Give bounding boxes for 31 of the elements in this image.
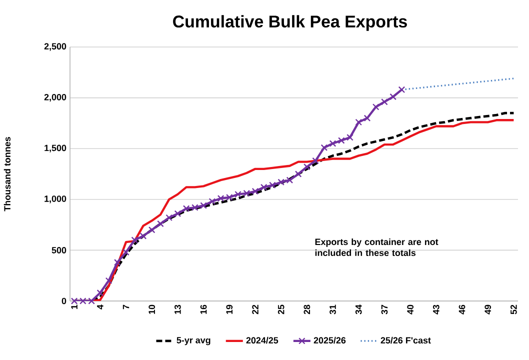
- x-tick-label: 43: [432, 304, 440, 314]
- legend-label: 25/26 F'cast: [380, 336, 431, 344]
- x-tick-label: 46: [458, 304, 466, 314]
- x-tick-label: 19: [226, 304, 233, 314]
- x-tick-label: 28: [304, 304, 310, 314]
- x-tick-label: 16: [200, 304, 207, 314]
- y-tick-label: 2,500: [44, 43, 66, 51]
- x-tick-label: 49: [484, 304, 492, 314]
- y-axis-title: Thousand tonnes: [4, 137, 10, 212]
- x-tick-label: 52: [510, 304, 517, 314]
- x-tick-label: 25: [278, 304, 284, 314]
- x-tick-label: 22: [252, 304, 258, 314]
- legend-label: 2025/26: [314, 336, 346, 344]
- y-tick-label: 1,000: [44, 196, 66, 204]
- x-tick-label: 7: [122, 304, 130, 310]
- x-tick-label: 31: [330, 304, 336, 314]
- x-tick-label: 40: [407, 304, 414, 314]
- y-tick-label: 500: [52, 247, 66, 254]
- x-tick-label: 10: [148, 304, 156, 314]
- y-tick-label: 1,500: [44, 144, 66, 152]
- x-tick-label: 34: [355, 304, 362, 314]
- x-tick-label: 4: [97, 304, 104, 310]
- x-tick-label: 37: [381, 304, 388, 314]
- legend-label: 2024/25: [246, 336, 278, 344]
- y-tick-label: 0: [62, 298, 66, 304]
- x-tick-label: 13: [174, 304, 181, 314]
- x-tick-label: 1: [71, 304, 78, 309]
- y-tick-label: 2,000: [44, 94, 66, 102]
- annotation: Exports by container are not included in these totals: [315, 238, 438, 256]
- legend-label: 5-yr avg: [176, 337, 210, 346]
- chart-title: Cumulative Bulk Pea Exports: [173, 15, 407, 31]
